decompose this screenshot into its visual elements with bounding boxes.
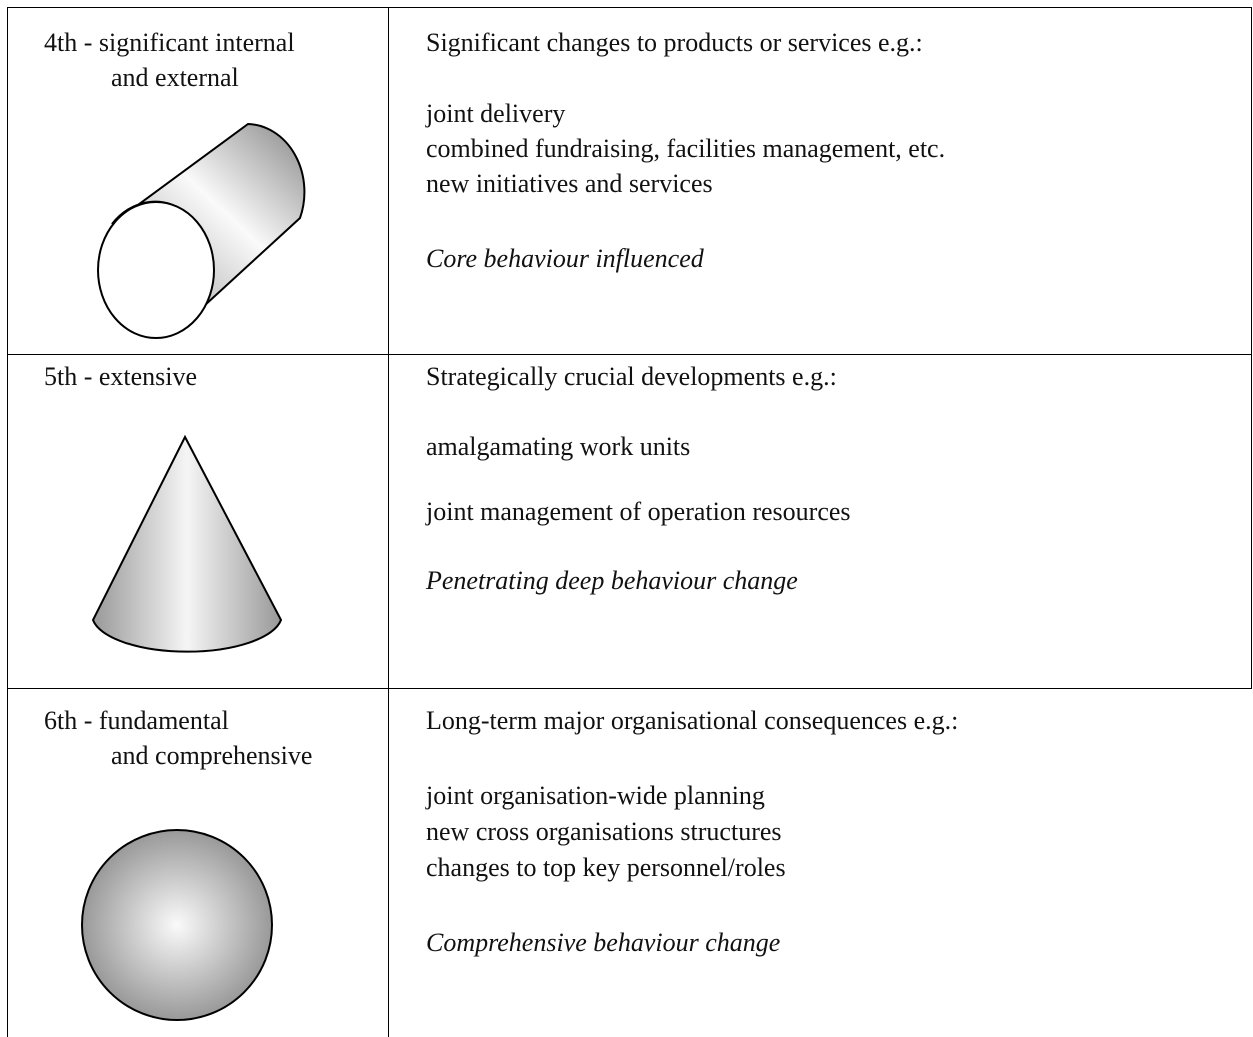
- item: combined fundraising, facilities managem…: [426, 134, 946, 163]
- heading: Long-term major organisational consequen…: [426, 706, 959, 735]
- note: Core behaviour influenced: [426, 244, 704, 273]
- border: [7, 7, 1252, 8]
- border: [7, 688, 1252, 689]
- heading: Strategically crucial developments e.g.:: [426, 362, 837, 391]
- item: joint delivery: [426, 99, 566, 128]
- sphere: [81, 829, 273, 1021]
- note: Penetrating deep behaviour change: [426, 566, 798, 595]
- border: [7, 7, 8, 1037]
- cone: [91, 434, 283, 653]
- item: new initiatives and services: [426, 169, 713, 198]
- border: [1251, 7, 1252, 688]
- cylinder: [97, 122, 306, 339]
- border: [7, 354, 1252, 355]
- level-label: 6th - fundamental: [44, 706, 229, 735]
- item: joint management of operation resources: [426, 497, 851, 526]
- item: changes to top key personnel/roles: [426, 853, 786, 882]
- border: [388, 7, 389, 1037]
- item: amalgamating work units: [426, 432, 691, 461]
- note: Comprehensive behaviour change: [426, 928, 781, 957]
- level-label: 5th - extensive: [44, 362, 198, 391]
- item: joint organisation-wide planning: [426, 781, 765, 810]
- heading: Significant changes to products or servi…: [426, 28, 923, 57]
- level-label: and comprehensive: [111, 741, 313, 770]
- item: new cross organisations structures: [426, 817, 782, 846]
- level-label: and external: [111, 63, 239, 92]
- level-label: 4th - significant internal: [44, 28, 295, 57]
